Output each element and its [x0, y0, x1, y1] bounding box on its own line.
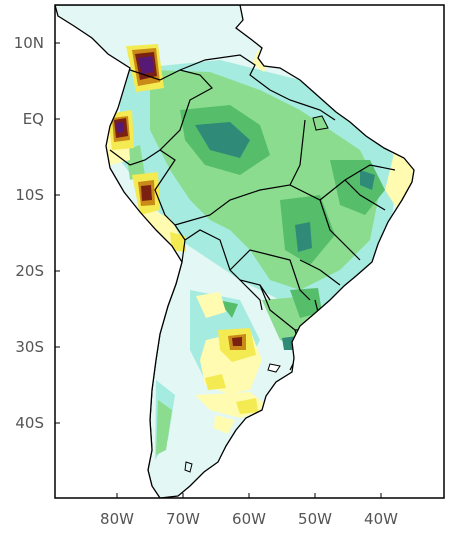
x-tick-label: 60W	[232, 510, 266, 528]
x-tick-label: 80W	[100, 510, 134, 528]
brown-region	[141, 185, 152, 201]
purple-region	[116, 122, 124, 133]
y-tick-label: 10N	[14, 34, 44, 52]
x-tick-label: 70W	[166, 510, 200, 528]
light-green-region	[126, 145, 145, 180]
green-region	[290, 288, 322, 318]
y-tick-label: 10S	[15, 186, 44, 204]
y-axis-ticks	[55, 42, 60, 424]
island	[184, 461, 193, 473]
x-axis-ticks	[116, 493, 382, 498]
y-tick-label: 30S	[15, 338, 44, 356]
light-green-region	[156, 400, 172, 455]
teal-region	[360, 170, 375, 190]
y-tick-label: 40S	[15, 414, 44, 432]
y-tick-label: EQ	[23, 110, 44, 128]
x-tick-label: 50W	[298, 510, 332, 528]
teal-region	[295, 222, 312, 252]
island	[312, 115, 329, 131]
yellow-region	[236, 398, 258, 414]
light-yellow-region	[214, 415, 235, 434]
purple-region	[138, 56, 154, 74]
x-tick-label: 40W	[364, 510, 398, 528]
yellow-region	[205, 374, 226, 390]
light-yellow-region	[196, 292, 226, 318]
yellow-region	[170, 232, 186, 252]
brown-region	[232, 337, 242, 346]
y-tick-label: 20S	[15, 262, 44, 280]
lake	[267, 363, 281, 373]
teal-region	[195, 122, 250, 158]
